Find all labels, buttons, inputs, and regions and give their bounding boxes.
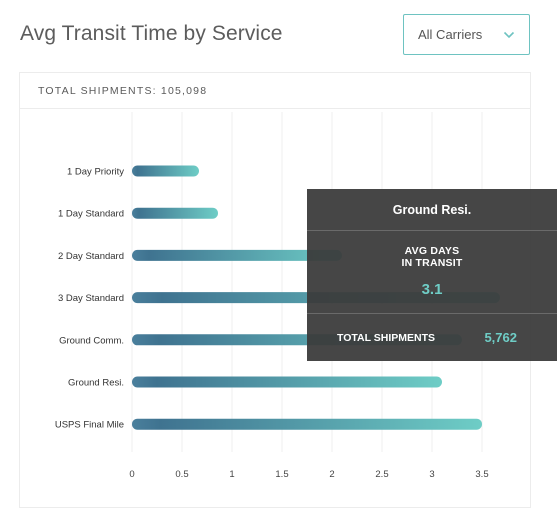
tooltip-avg-days-label-line1: AVG DAYS: [404, 245, 460, 257]
chevron-down-icon: [503, 31, 515, 39]
x-tick-label: 1.5: [275, 469, 288, 480]
category-label: Ground Resi.: [68, 378, 124, 389]
page-title: Avg Transit Time by Service: [20, 22, 283, 45]
x-tick-label: 2: [329, 469, 334, 480]
bar-1-day-priority[interactable]: [132, 165, 199, 177]
x-tick-label: 3.5: [475, 469, 488, 480]
category-label: 2 Day Standard: [58, 251, 124, 262]
tooltip-avg-days-label-line2: IN TRANSIT: [401, 257, 463, 269]
tooltip-shipments-label: TOTAL SHIPMENTS: [337, 332, 436, 344]
x-tick-label: 2.5: [375, 469, 388, 480]
bar-2-day-standard[interactable]: [132, 249, 342, 261]
tooltip-divider: [307, 313, 557, 314]
total-shipments-label: TOTAL SHIPMENTS:: [38, 84, 157, 97]
tooltip-service-name: Ground Resi.: [307, 189, 557, 231]
x-tick-label: 1: [229, 469, 234, 480]
bar-1-day-standard[interactable]: [132, 207, 218, 219]
tooltip-avg-days-label: AVG DAYS IN TRANSIT: [307, 245, 557, 269]
card-header: TOTAL SHIPMENTS: 105,098: [20, 73, 530, 109]
bar-ground-resi[interactable]: [132, 376, 442, 388]
total-shipments-value: 105,098: [160, 84, 208, 97]
category-label: 1 Day Standard: [58, 209, 124, 220]
category-label: Ground Comm.: [59, 335, 124, 346]
chart-tooltip: Ground Resi. AVG DAYS IN TRANSIT 3.1 TOT…: [307, 189, 557, 361]
carrier-dropdown-value: All Carriers: [418, 27, 483, 42]
category-label: 3 Day Standard: [58, 293, 124, 304]
bar-usps-final-mile[interactable]: [132, 418, 482, 430]
tooltip-shipments-value: 5,762: [484, 330, 517, 345]
category-label: 1 Day Priority: [67, 167, 124, 178]
chart-category-labels: 1 Day Priority 1 Day Standard 2 Day Standa…: [55, 167, 124, 431]
carrier-dropdown[interactable]: All Carriers: [403, 14, 530, 55]
chart-x-tick-labels: 0 0.5 1 1.5 2 2.5 3 3.5: [129, 469, 488, 480]
x-tick-label: 0: [129, 469, 134, 480]
x-tick-label: 3: [429, 469, 434, 480]
tooltip-avg-days-value: 3.1: [421, 281, 443, 298]
x-tick-label: 0.5: [175, 469, 188, 480]
category-label: USPS Final Mile: [55, 420, 124, 431]
